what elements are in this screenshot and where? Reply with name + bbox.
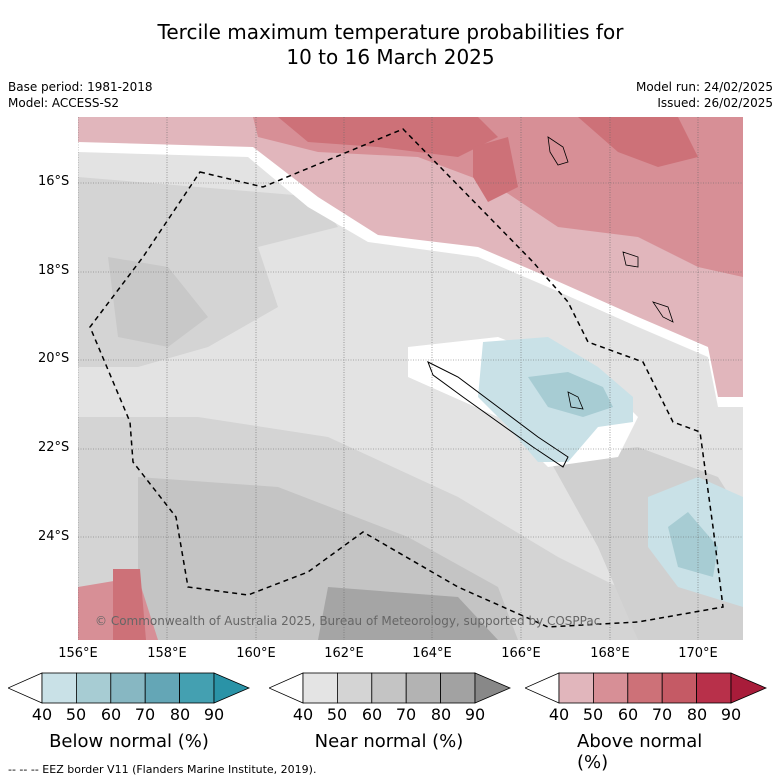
colorbar-near-normal [268,672,512,704]
colorbar-below-normal [7,672,251,704]
cb-seg [144,672,180,704]
model-name: Model: ACCESS-S2 [8,96,120,110]
cb-tick: 50 [582,705,604,724]
below-normal-50-se [668,512,718,577]
cb-seg [268,672,304,704]
cb-seg [213,672,251,704]
meta-right: Model run: 24/02/2025 Issued: 26/02/2025 [636,79,773,111]
cb-tick: 40 [292,705,314,724]
above-normal-60-small [473,137,518,202]
cb-seg [371,672,407,704]
near-normal-70-south [318,587,498,640]
cb-tick: 80 [169,705,191,724]
island-outline-2 [652,301,674,323]
cb-seg [405,672,441,704]
cb-seg [661,672,697,704]
cb-seg [696,672,732,704]
cb-tick: 90 [720,705,742,724]
cb-seg [110,672,146,704]
cb-seg [730,672,768,704]
lat-label: 24°S [38,529,70,544]
lat-label: 20°S [38,351,70,366]
cb-seg [302,672,338,704]
lon-label: 158°E [147,646,187,661]
cb-seg [474,672,512,704]
colorbar-above-normal [524,672,768,704]
island-outline-4 [622,251,639,268]
cb-tick: 80 [686,705,708,724]
cb-seg [440,672,476,704]
cb-seg [524,672,560,704]
cb-seg [179,672,215,704]
cb-tick: 60 [617,705,639,724]
colorbar-label-below: Below normal (%) [49,731,209,752]
cb-tick: 90 [203,705,225,724]
cb-tick: 70 [651,705,673,724]
lon-label: 166°E [501,646,541,661]
colorbar-label-near: Near normal (%) [314,731,464,752]
colorbar-label-above: Above normal (%) [577,731,703,773]
above-normal-60-sw [113,569,146,640]
above-normal-60-region [278,117,498,157]
cb-seg [593,672,629,704]
above-normal-60-ne [578,117,698,167]
lat-label: 18°S [38,263,70,278]
cb-tick: 40 [548,705,570,724]
lon-label: 164°E [412,646,452,661]
eez-footer-note: -- -- -- EEZ border V11 (Flanders Marine… [8,763,317,776]
near-normal-60-region [108,257,208,347]
below-normal-50-central [528,372,613,417]
base-period: Base period: 1981-2018 [8,80,153,94]
cb-seg [558,672,594,704]
colorbar-near-svg [268,672,512,704]
colorbar-above-svg [524,672,768,704]
cb-tick: 90 [464,705,486,724]
meta-left: Base period: 1981-2018 Model: ACCESS-S2 [8,79,153,111]
new-caledonia-outline [427,360,569,468]
lon-label: 160°E [236,646,276,661]
probability-map [78,117,743,640]
cb-tick: 70 [395,705,417,724]
title-line-2: 10 to 16 March 2025 [286,45,495,69]
copyright-text: © Commonwealth of Australia 2025, Bureau… [95,614,601,628]
cb-tick: 60 [361,705,383,724]
cb-seg [41,672,77,704]
cb-tick: 50 [65,705,87,724]
lat-label: 16°S [38,174,70,189]
lat-label: 22°S [38,440,70,455]
map-title: Tercile maximum temperature probabilitie… [0,20,781,70]
lon-label: 162°E [324,646,364,661]
cb-tick: 40 [31,705,53,724]
lon-label: 168°E [590,646,630,661]
cb-seg [627,672,663,704]
model-run: Model run: 24/02/2025 [635,80,773,94]
cb-tick: 50 [326,705,348,724]
above-normal-50-region [253,117,743,277]
lon-label: 156°E [58,646,98,661]
cb-tick: 60 [100,705,122,724]
cb-tick: 70 [134,705,156,724]
gridlines [78,117,743,640]
island-outline-3 [567,391,584,410]
island-outline-1 [547,136,569,166]
cb-seg [76,672,112,704]
colorbar-below-svg [7,672,251,704]
title-line-1: Tercile maximum temperature probabilitie… [157,20,624,44]
cb-tick: 80 [430,705,452,724]
cb-seg [337,672,373,704]
lon-label: 170°E [678,646,718,661]
issued-date: Issued: 26/02/2025 [657,96,773,110]
map-canvas [78,117,743,640]
cb-seg [7,672,43,704]
